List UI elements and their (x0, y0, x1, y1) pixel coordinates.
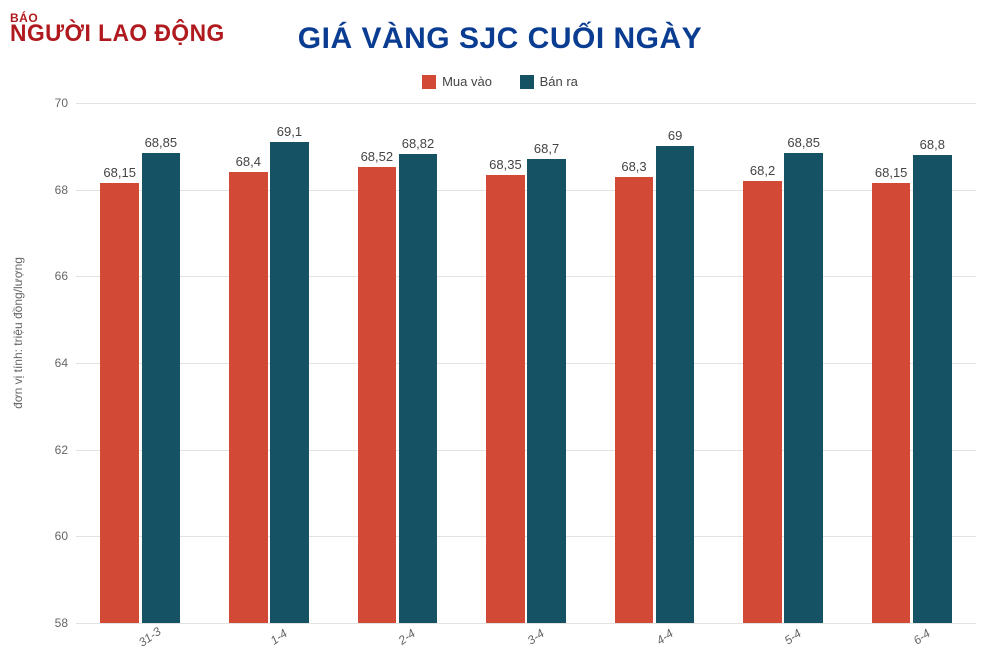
x-tick-label: 2-4 (390, 618, 418, 648)
y-tick-label: 66 (55, 269, 76, 283)
x-tick-label: 3-4 (519, 618, 547, 648)
bar-value-label: 68,82 (402, 136, 435, 151)
bar-value-label: 69,1 (277, 124, 302, 139)
chart-container: BÁO NGƯỜI LAO ĐỘNG GIÁ VÀNG SJC CUỐI NGÀ… (0, 0, 1000, 665)
x-tick-label: 31-3 (130, 616, 163, 649)
bar-value-label: 68,85 (787, 135, 820, 150)
y-axis-title: đơn vị tính: triệu đồng/lượng (11, 257, 25, 409)
labels-layer: 31-368,1568,851-468,469,12-468,5268,823-… (76, 103, 976, 623)
y-tick-label: 58 (55, 616, 76, 630)
legend-swatch-ban-ra (520, 75, 534, 89)
bar-value-label: 68,3 (621, 159, 646, 174)
x-tick-label: 5-4 (776, 618, 804, 648)
y-tick-label: 60 (55, 529, 76, 543)
legend-item-ban-ra: Bán ra (520, 74, 578, 89)
x-tick-label: 6-4 (905, 618, 933, 648)
legend-item-mua-vao: Mua vào (422, 74, 492, 89)
legend-label-mua-vao: Mua vào (442, 74, 492, 89)
legend-label-ban-ra: Bán ra (540, 74, 578, 89)
x-tick-label: 4-4 (647, 618, 675, 648)
x-tick-label: 1-4 (262, 618, 290, 648)
plot-area: 58606264666870 31-368,1568,851-468,469,1… (75, 103, 976, 623)
bar-value-label: 68,15 (875, 165, 908, 180)
bar-value-label: 68,52 (361, 149, 394, 164)
y-tick-label: 68 (55, 183, 76, 197)
y-tick-label: 64 (55, 356, 76, 370)
bar-value-label: 68,8 (920, 137, 945, 152)
bar-value-label: 68,4 (236, 154, 261, 169)
bar-value-label: 69 (668, 128, 682, 143)
chart-legend: Mua vào Bán ra (0, 74, 1000, 92)
legend-swatch-mua-vao (422, 75, 436, 89)
bar-value-label: 68,85 (145, 135, 178, 150)
y-tick-label: 62 (55, 443, 76, 457)
bar-value-label: 68,35 (489, 157, 522, 172)
y-tick-label: 70 (55, 96, 76, 110)
bar-value-label: 68,7 (534, 141, 559, 156)
bar-value-label: 68,15 (103, 165, 136, 180)
bar-value-label: 68,2 (750, 163, 775, 178)
chart-title: GIÁ VÀNG SJC CUỐI NGÀY (0, 22, 1000, 56)
